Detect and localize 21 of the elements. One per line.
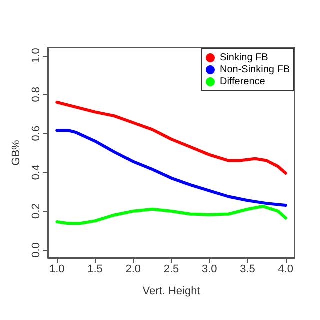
x-tick-label: 1.5: [88, 264, 103, 276]
line-series: [56, 204, 288, 226]
x-tick-label: 3.5: [240, 264, 256, 276]
x-tick-label: 2.0: [126, 264, 142, 276]
y-tick-label: 0.4: [30, 164, 42, 180]
x-axis-title: Vert. Height: [142, 286, 200, 298]
legend-label: Difference: [220, 76, 266, 88]
x-tick-label: 4.0: [278, 264, 294, 276]
y-axis-title: GB%: [10, 140, 22, 166]
y-tick-label: 0.0: [30, 242, 42, 258]
y-tick-label: 0.8: [30, 87, 42, 102]
line-series: [56, 100, 288, 175]
y-tick-label: 0.2: [30, 204, 42, 219]
y-tick-label: 0.6: [30, 126, 42, 142]
x-tick-label: 2.5: [164, 264, 180, 276]
y-tick-label: 1.0: [30, 48, 42, 64]
legend-label: Non-Sinking FB: [220, 64, 290, 76]
legend-label: Sinking FB: [220, 52, 269, 64]
x-tick-label: 1.0: [50, 264, 65, 276]
x-tick-label: 3.0: [202, 264, 218, 276]
line-series: [56, 129, 288, 207]
